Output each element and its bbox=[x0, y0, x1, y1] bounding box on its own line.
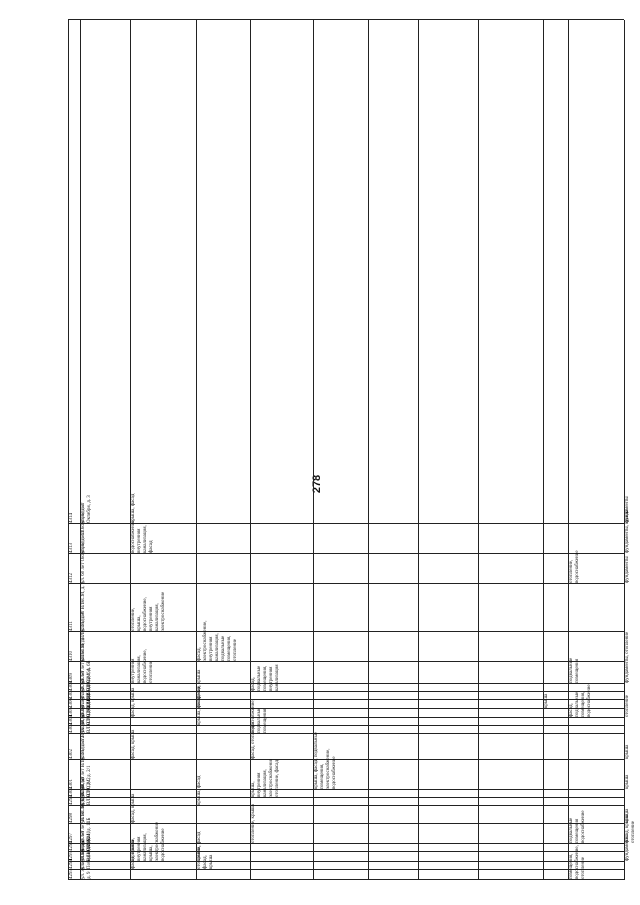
table-cell-c2: фасад, крыша bbox=[197, 669, 202, 699]
table-cell-c10: фундаменты bbox=[625, 496, 630, 523]
table-cell-c3: водоснабжение, подвальные помещения bbox=[251, 699, 268, 733]
table-cell-c10: фундаменты, отопление bbox=[625, 631, 630, 683]
table-cell-c1: внутренняя канализация, водоснабжение, о… bbox=[131, 649, 154, 683]
table-cell-c9: помещения, водоснабжение, отопление bbox=[569, 845, 586, 879]
table-cell-c3: фасад, подвальные помещения, внутренняя … bbox=[251, 664, 280, 691]
table-cell-c4: крыша, фасад, подвальные помещения, элек… bbox=[314, 731, 337, 789]
table-cell-c9: подвальные помещения bbox=[569, 657, 580, 683]
table-cell-c2: крыша, фасад bbox=[197, 831, 202, 861]
table-cell-c9: фасад, подвальные помещения, водоснабжен… bbox=[569, 684, 592, 717]
table-row-rule bbox=[68, 879, 624, 880]
table-cell-c2: крыша, фасад bbox=[197, 775, 202, 805]
table-column-rule bbox=[196, 20, 197, 880]
table-cell-address: ул. 60 лет Октября, д. 3 bbox=[81, 495, 92, 523]
table-cell-c9: подвальные помещения водоснабжение bbox=[569, 810, 586, 843]
table-column-rule bbox=[543, 20, 544, 880]
table-cell-c2: фасад, электроснабжение, внутренняя кана… bbox=[197, 620, 238, 661]
table-column-rule bbox=[478, 20, 479, 880]
table-column-rule bbox=[568, 20, 569, 880]
table-cell-c1: фасад, крыша bbox=[131, 687, 136, 717]
table-cell-c3: отопление, крыша bbox=[251, 804, 256, 843]
table-column-rule bbox=[368, 20, 369, 880]
table-cell-c10: отопление bbox=[625, 694, 630, 717]
table-cell-c1: фасад, крыша bbox=[131, 793, 136, 823]
table-cell-c1: отопление, крыша, водоснабжение, внутрен… bbox=[131, 591, 166, 631]
rotated-data-table: 4293 ул. 30 лет Победы, д. 9 помещения, во… bbox=[68, 19, 636, 880]
table-cell-c3: крыша, внутренняя канализация, электросн… bbox=[251, 759, 280, 797]
table-cell-c8: крыша bbox=[544, 693, 549, 708]
table-cell-c1: крыша, фасад bbox=[131, 493, 136, 523]
table-row-rule bbox=[68, 19, 624, 20]
table-cell-num: 4314 bbox=[69, 513, 74, 523]
table-cell-c9: отопление, водоснабжение bbox=[569, 550, 580, 583]
table-column-rule bbox=[418, 20, 419, 880]
table-row-rule bbox=[68, 869, 624, 870]
table-cell-c1: отопление, внутренняя канализация, крыша… bbox=[131, 821, 166, 861]
